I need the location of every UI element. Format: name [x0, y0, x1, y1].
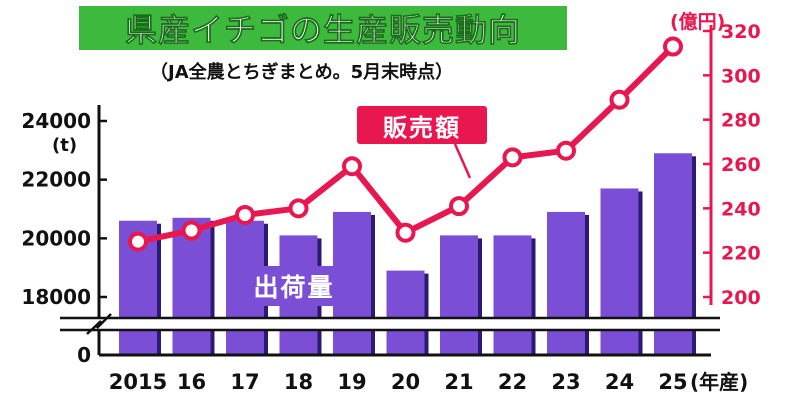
x-tick-label: 19 [337, 370, 366, 394]
line-label-leader [453, 143, 472, 179]
right-axis-unit: (億円) [670, 11, 726, 33]
line-point [181, 220, 202, 241]
right-tick-label: 220 [721, 243, 761, 265]
x-tick-label: 25 [658, 370, 687, 394]
chart-subtitle: （JA全農とちぎまとめ。5月末時点） [150, 62, 454, 83]
bar [386, 270, 425, 355]
line-point [342, 156, 362, 177]
x-axis-unit: (年産) [690, 370, 749, 394]
right-tick-label: 240 [721, 198, 761, 220]
bar-series-label: 出荷量 [235, 266, 353, 306]
x-tick-label: 17 [230, 370, 259, 394]
x-tick-label: 16 [177, 370, 206, 394]
right-tick-label: 300 [721, 65, 761, 87]
right-tick-label: 200 [721, 287, 761, 309]
x-tick-label: 22 [498, 370, 527, 394]
chart-title: 県産イチゴの生産販売動向 [124, 11, 521, 50]
bar [547, 211, 585, 355]
title-banner: 県産イチゴの生産販売動向 [79, 6, 567, 50]
line-point [609, 89, 630, 110]
x-tick-label: 20 [391, 370, 420, 394]
axis-break-band [60, 318, 720, 330]
left-tick-label: 22000 [21, 168, 91, 192]
line-point [449, 196, 469, 217]
line-point [235, 204, 255, 225]
right-tick-label: 280 [721, 110, 761, 132]
line-point [663, 36, 683, 57]
line-point [395, 222, 416, 243]
x-tick-label: 18 [284, 370, 313, 394]
left-axis-unit: (t) [52, 135, 78, 156]
line-point [502, 147, 523, 168]
x-tick-label: 2015 [109, 370, 167, 394]
x-tick-label: 23 [551, 370, 580, 394]
bar [493, 235, 532, 355]
x-tick-label: 24 [605, 370, 634, 394]
line-point [128, 231, 148, 252]
right-tick-label: 320 [721, 21, 761, 43]
left-tick-label: 18000 [21, 285, 91, 309]
right-tick-label: 260 [721, 154, 761, 176]
left-tick-label: 20000 [21, 226, 91, 250]
bar [440, 235, 478, 355]
left-tick-label: 24000 [21, 109, 91, 133]
line-point [556, 140, 576, 161]
bar [172, 217, 211, 355]
line-series-label: 販売額 [357, 106, 487, 144]
line-series [137, 44, 676, 245]
line-point [288, 198, 309, 219]
x-tick-label: 21 [444, 370, 473, 394]
axis-break-mark [86, 313, 112, 335]
left-tick-label: 0 [77, 343, 91, 367]
